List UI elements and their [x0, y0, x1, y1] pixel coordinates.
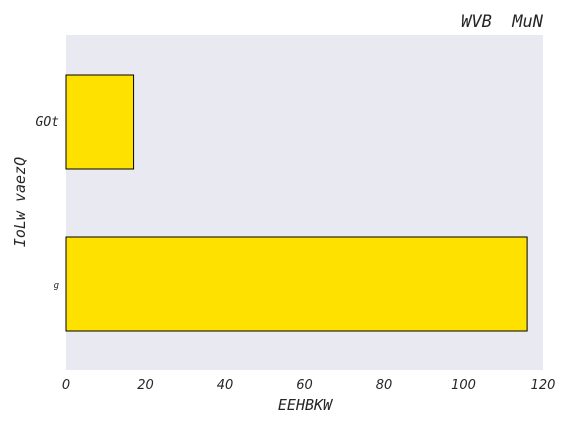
- y-tick-label: GOt: [36, 115, 60, 130]
- x-axis-label: EEHBKW: [278, 396, 334, 414]
- bar-got: [65, 74, 135, 170]
- y-axis-label: IoLw vaezQ: [11, 157, 29, 247]
- x-tick-labels: 0 20 40 60 80 100 120: [62, 378, 556, 393]
- x-tick-label: 100: [451, 378, 476, 393]
- x-tick-label: 120: [531, 378, 556, 393]
- y-tick-label: g: [54, 281, 60, 291]
- x-tick-label: 60: [296, 378, 313, 393]
- x-tick-label: 80: [376, 378, 393, 393]
- y-tick-labels: GOt g: [36, 115, 60, 291]
- x-tick-label: 20: [137, 378, 154, 393]
- bars-group: [65, 74, 528, 332]
- x-tick-label: 40: [217, 378, 234, 393]
- chart-title: WVB MuN: [461, 12, 544, 32]
- bar-g: [65, 236, 528, 332]
- x-tick-label: 0: [62, 378, 70, 393]
